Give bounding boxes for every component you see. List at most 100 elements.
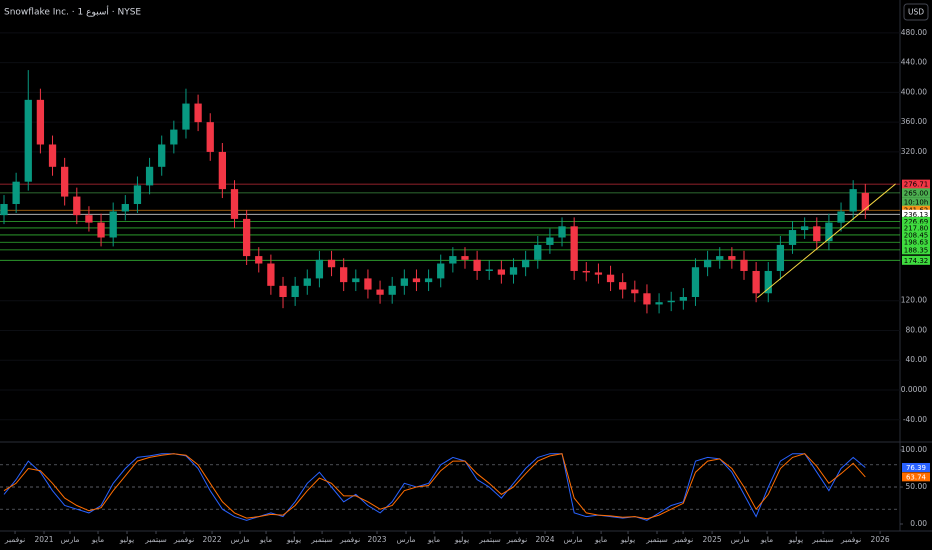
candle	[218, 142, 227, 199]
candle	[388, 276, 396, 304]
candle	[424, 269, 433, 292]
candle	[230, 180, 239, 228]
y-tick-label: 100.00	[901, 445, 927, 454]
candle	[121, 195, 129, 221]
x-tick-label: مارس	[231, 535, 250, 544]
level-label: 236.13	[904, 211, 929, 219]
candle	[643, 284, 651, 314]
candle-body	[194, 103, 202, 123]
candle	[521, 250, 530, 277]
candle	[497, 260, 506, 284]
x-tick-label: يوليو	[620, 535, 635, 544]
candle-body	[582, 270, 590, 273]
trend-line	[757, 183, 896, 299]
candle-body	[133, 185, 142, 205]
x-tick-label: 2026	[871, 535, 890, 544]
x-tick-label: سبتمبر	[310, 535, 333, 544]
y-tick-label: 400.00	[901, 87, 927, 96]
level-label: 217.80	[904, 224, 929, 232]
level-label: 174.32	[904, 257, 929, 265]
level-label: 198.63	[904, 239, 929, 247]
candle-body	[716, 256, 724, 260]
x-tick-label: سبتمبر	[478, 535, 501, 544]
y-tick-label: 320.00	[901, 147, 927, 156]
candle	[85, 206, 93, 232]
x-tick-label: مايو	[91, 535, 104, 544]
candle-body	[861, 192, 869, 211]
x-tick-label: نوفمبر	[173, 535, 194, 544]
candle-body	[61, 166, 69, 197]
x-tick-label: يوليو	[119, 535, 134, 544]
candle	[412, 269, 421, 292]
candle-body	[376, 289, 384, 295]
candle	[752, 262, 760, 303]
candle-body	[497, 269, 506, 275]
candle-body	[73, 196, 81, 216]
candle-body	[206, 122, 214, 152]
x-tick-label: مايو	[427, 535, 440, 544]
stoch-value-label: 63.74	[906, 473, 927, 481]
level-tag	[902, 179, 930, 189]
candle-body	[12, 181, 20, 205]
y-tick-label: 440.00	[901, 58, 927, 67]
x-tick-label: مايو	[760, 535, 773, 544]
level-tag	[902, 216, 930, 226]
candle-body	[327, 259, 336, 268]
candle	[716, 247, 724, 269]
currency-button[interactable]	[903, 3, 929, 21]
x-tick-label: مايو	[259, 535, 272, 544]
candle-body	[158, 144, 166, 167]
candle-body	[667, 300, 675, 303]
candle	[619, 273, 627, 299]
level-tag	[902, 223, 930, 233]
x-tick-label: مارس	[60, 535, 79, 544]
candle-body	[145, 166, 154, 186]
candle-body	[291, 285, 299, 298]
y-tick-label: -40.00	[903, 415, 927, 424]
candle-body	[849, 189, 857, 212]
candle-body	[521, 259, 530, 268]
level-label: 226.69	[904, 218, 929, 226]
candle-body	[109, 211, 117, 238]
candle-body	[740, 259, 748, 271]
candle	[631, 280, 639, 303]
y-tick-label: 120.00	[901, 296, 927, 305]
candle-body	[424, 278, 433, 283]
candle	[194, 94, 202, 132]
candle	[509, 258, 518, 284]
candle-body	[400, 278, 408, 286]
candle-body	[437, 263, 445, 279]
x-tick-label: 2024	[535, 535, 554, 544]
candle	[849, 180, 857, 221]
candle	[606, 265, 615, 292]
x-tick-label: نوفمبر	[506, 535, 527, 544]
candle-body	[242, 218, 251, 257]
candle	[73, 187, 81, 225]
candle	[667, 291, 675, 312]
y-tick-label: 40.00	[906, 355, 928, 364]
candle	[242, 209, 251, 266]
candle	[145, 157, 154, 195]
candle	[24, 70, 32, 191]
candle	[109, 202, 117, 247]
candle	[315, 250, 324, 288]
candle	[461, 247, 469, 269]
x-tick-label: مارس	[564, 535, 583, 544]
candle	[327, 250, 336, 277]
x-tick-label: 2025	[703, 535, 722, 544]
candle	[485, 260, 493, 280]
chart-title: Snowflake Inc. · 1 أسبوع · NYSE	[4, 6, 141, 18]
currency-label[interactable]: USD	[908, 8, 924, 17]
candle	[182, 88, 190, 139]
candle-body	[230, 189, 239, 219]
candle-body	[24, 99, 32, 182]
candle	[376, 280, 384, 304]
y-tick-label: 0.0000	[901, 385, 927, 394]
candle	[655, 293, 663, 314]
candle	[291, 276, 299, 306]
stoch-tag	[902, 472, 930, 482]
candle	[36, 88, 45, 154]
candle-body	[776, 244, 785, 271]
